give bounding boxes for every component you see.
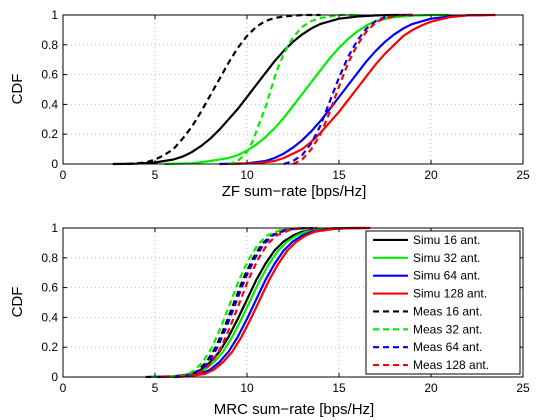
mrc-legend-label: Simu 128 ant. [413,287,487,301]
zf-xtick-label: 0 [60,168,67,182]
zf-series-meas-16-ant [127,13,321,166]
zf-series-simu-64-ant [219,13,487,166]
zf-ytick-label: 0.8 [41,38,58,52]
zf-series-meas-32-ant [228,13,358,166]
zf-series-meas-128-ant [292,13,413,165]
mrc-ytick-label: 1 [51,221,58,235]
mrc-legend-label: Meas 32 ant. [413,322,482,336]
mrc-series-simu-128-ant [160,226,371,379]
mrc-legend: Simu 16 ant. Simu 32 ant. Simu 64 ant. Simu… [365,230,521,375]
mrc-xtick-label: 25 [516,381,530,395]
mrc-legend-label: Meas 128 ant. [413,358,489,372]
zf-xtick-label: 25 [516,168,530,182]
mrc-legend-label: Simu 32 ant. [413,251,480,265]
mrc-legend-label: Meas 16 ant. [413,304,482,318]
mrc-series-meas-128-ant [178,226,317,379]
mrc-ytick-label: 0 [51,370,58,384]
mrc-ytick-label: 0.2 [41,340,58,354]
zf-chart-xlabel: ZF sum−rate [bps/Hz] [222,183,367,200]
mrc-series-meas-32-ant [169,226,308,379]
mrc-series-meas-64-ant [175,226,314,379]
mrc-xtick-label: 5 [152,381,159,395]
mrc-ytick-label: 0.6 [41,281,58,295]
zf-series-simu-128-ant [228,13,496,166]
zf-ytick-label: 0 [51,157,58,171]
zf-xtick-label: 20 [424,168,438,182]
zf-plot-area [63,15,523,164]
zf-ytick-label: 0.2 [41,127,58,141]
mrc-xtick-label: 20 [424,381,438,395]
mrc-axes-box [62,227,524,378]
zf-xtick-label: 10 [240,168,254,182]
zf-xtick-label: 5 [152,168,159,182]
zf-chart-ylabel: CDF [9,74,26,105]
mrc-ytick-label: 0.8 [41,251,58,265]
zf-sum-rate-chart: CDF ZF sum−rate [bps/Hz] 0 5 10 15 20 25 0 0.2 0… [9,8,530,200]
mrc-legend-box [365,230,521,375]
mrc-legend-label: Simu 64 ant. [413,269,480,283]
zf-xtick-label: 15 [332,168,346,182]
mrc-chart-ylabel: CDF [9,287,26,318]
mrc-xtick-label: 10 [240,381,254,395]
mrc-xtick-label: 15 [332,381,346,395]
zf-ytick-label: 0.6 [41,68,58,82]
mrc-legend-label: Meas 64 ant. [413,340,482,354]
mrc-sum-rate-chart: CDF MRC sum−rate [bps/Hz] 0 5 10 15 20 25 0 0.2… [9,221,530,418]
zf-ytick-label: 1 [51,8,58,22]
mrc-chart-xlabel: MRC sum−rate [bps/Hz] [214,401,374,418]
mrc-ytick-label: 0.4 [41,310,58,324]
zf-axes-box [62,14,524,165]
zf-ytick-label: 0.4 [41,97,58,111]
mrc-legend-label: Simu 16 ant. [413,233,480,247]
mrc-xtick-label: 0 [60,381,67,395]
